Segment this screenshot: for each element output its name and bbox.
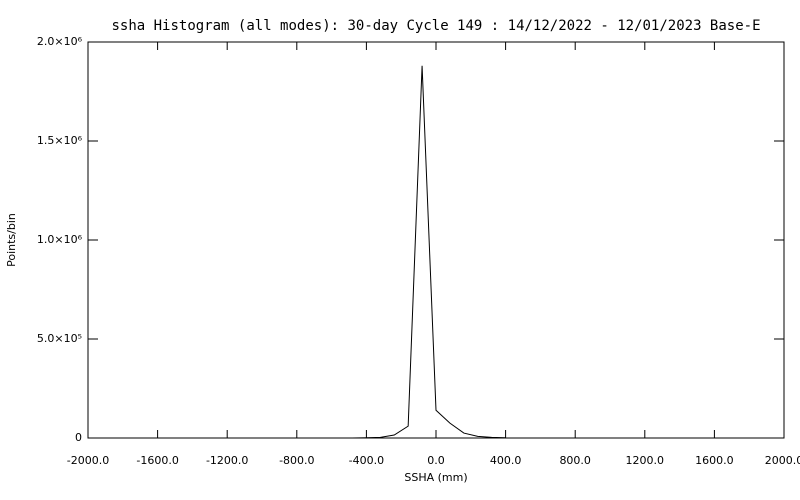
x-tick-label: -1600.0 (136, 454, 178, 467)
y-tick-label: 1.5×10⁶ (37, 134, 83, 147)
x-tick-label: 2000.0 (765, 454, 800, 467)
x-tick-label: -1200.0 (206, 454, 248, 467)
y-tick-label: 2.0×10⁶ (37, 35, 83, 48)
x-tick-label: 0.0 (427, 454, 445, 467)
histogram-line (352, 65, 506, 439)
x-tick-label: -800.0 (279, 454, 314, 467)
y-tick-label: 0 (75, 431, 82, 444)
x-tick-label: -2000.0 (67, 454, 109, 467)
x-tick-label: 800.0 (559, 454, 591, 467)
x-tick-label: 1200.0 (626, 454, 665, 467)
x-axis-label: SSHA (mm) (404, 471, 467, 484)
x-tick-label: 1600.0 (695, 454, 734, 467)
y-tick-label: 1.0×10⁶ (37, 233, 83, 246)
plot-frame (87, 41, 785, 439)
y-tick-label: 5.0×10⁵ (37, 332, 82, 345)
y-axis-label: Points/bin (5, 213, 18, 267)
x-tick-label: 400.0 (490, 454, 522, 467)
chart-title: ssha Histogram (all modes): 30-day Cycle… (111, 18, 760, 34)
x-tick-label: -400.0 (349, 454, 384, 467)
